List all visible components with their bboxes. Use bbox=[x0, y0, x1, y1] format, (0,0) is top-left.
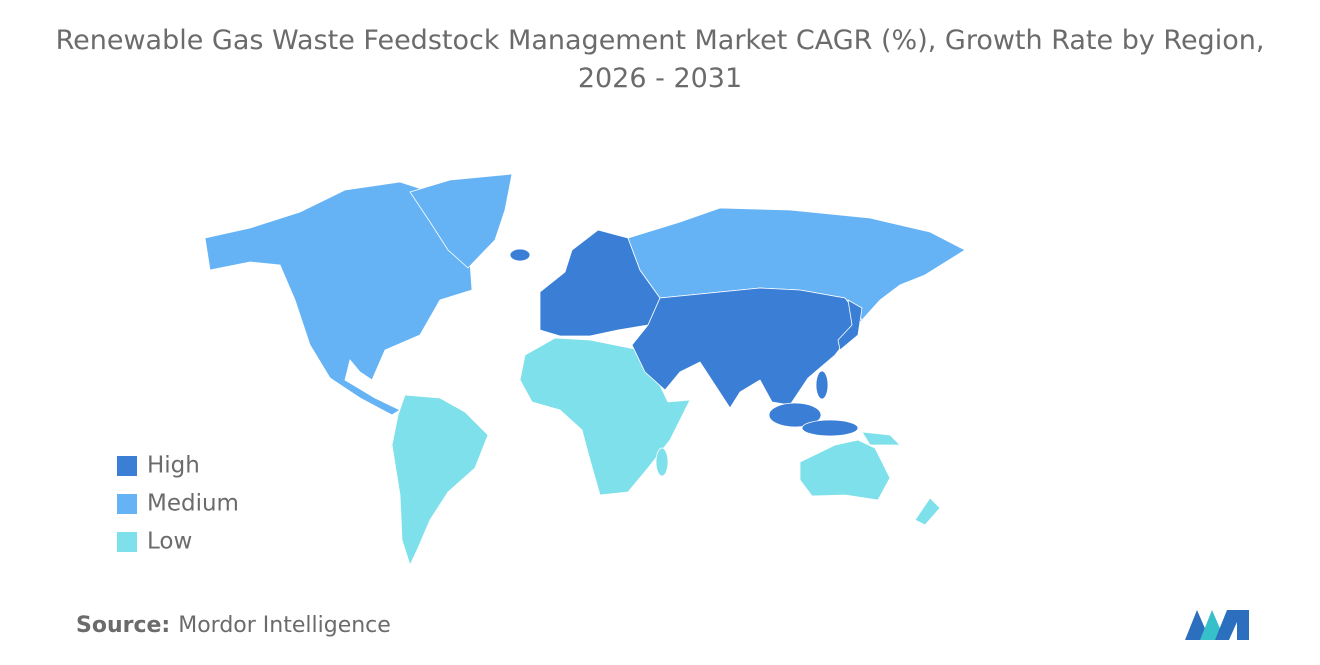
source-label: Source: bbox=[76, 613, 171, 638]
legend-label: Low bbox=[147, 529, 192, 555]
region-north-america bbox=[204, 181, 473, 416]
region-papua bbox=[861, 431, 901, 446]
title-text: Renewable Gas Waste Feedstock Management… bbox=[55, 25, 1265, 94]
region-south-america bbox=[391, 394, 489, 567]
region-greenland bbox=[409, 173, 513, 269]
legend-label: High bbox=[147, 453, 200, 479]
legend-swatch bbox=[117, 494, 137, 514]
region-indonesia bbox=[801, 419, 859, 437]
region-new-zealand bbox=[914, 497, 941, 526]
region-philippines bbox=[815, 370, 829, 400]
logo bbox=[1185, 610, 1249, 640]
source: Source: Mordor Intelligence bbox=[76, 613, 391, 638]
source-name: Mordor Intelligence bbox=[178, 613, 391, 638]
legend-swatch bbox=[117, 532, 137, 552]
region-japan bbox=[837, 299, 863, 351]
legend-label: Medium bbox=[147, 491, 239, 517]
region-southeast-asia bbox=[768, 402, 822, 428]
world-map bbox=[204, 173, 966, 567]
region-madagascar bbox=[655, 447, 669, 477]
region-iceland bbox=[509, 248, 531, 262]
title: Renewable Gas Waste Feedstock Management… bbox=[0, 22, 1320, 98]
region-asia bbox=[631, 287, 863, 409]
legend: High Medium Low bbox=[117, 453, 239, 555]
legend-swatch bbox=[117, 456, 137, 476]
region-australia bbox=[799, 439, 891, 501]
logo-shape bbox=[1215, 610, 1249, 640]
region-africa bbox=[519, 337, 691, 496]
